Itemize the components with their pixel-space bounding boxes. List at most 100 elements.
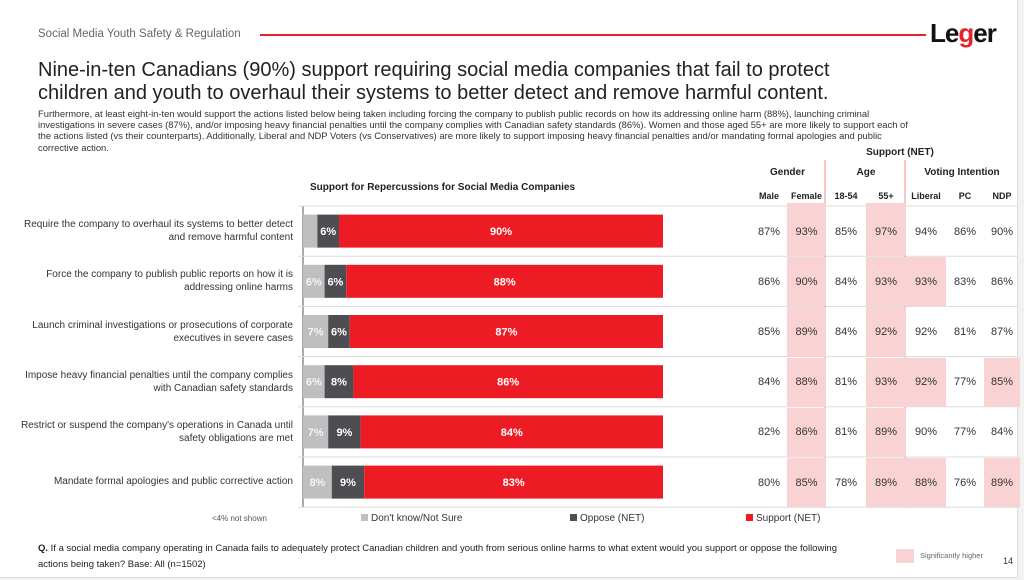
table-cell: 77% <box>953 426 977 439</box>
data-label-support: 88% <box>494 276 516 288</box>
table-cell: 84% <box>757 376 781 389</box>
bar-oppose <box>328 315 350 348</box>
survey-question: Q. If a social media company operating i… <box>38 541 858 573</box>
data-label-dont-know: 6% <box>306 377 322 389</box>
legend-swatch-support <box>746 514 753 521</box>
section-divider <box>260 34 926 36</box>
table-title: Support (NET) <box>866 147 934 158</box>
category-label: Force the company to publish public repo… <box>46 269 293 294</box>
table-cell: 94% <box>914 225 938 238</box>
data-label-support: 83% <box>503 477 525 489</box>
page-number: 14 <box>1003 556 1014 566</box>
data-label-dont-know: 6% <box>306 276 322 288</box>
legend-label: Support (NET) <box>756 513 821 524</box>
bar-oppose <box>324 264 347 298</box>
table-cell: 77% <box>953 376 977 389</box>
category-label: Mandate formal apologies and public corr… <box>53 476 293 488</box>
column-header: 55+ <box>878 191 894 201</box>
table-cell: 90% <box>914 426 938 439</box>
column-header: Female <box>790 191 823 201</box>
column-header: Male <box>758 191 779 201</box>
data-label-oppose: 6% <box>331 327 347 339</box>
bar-dont-know <box>303 315 329 348</box>
bar-support <box>346 264 663 298</box>
bar-oppose <box>324 365 354 399</box>
table-cell: 92% <box>914 325 938 338</box>
table-cell: 85% <box>984 357 1020 407</box>
significance-strip <box>866 203 906 207</box>
hidden-values-note: <4% not shown <box>212 514 267 523</box>
question-prefix: Q. <box>38 543 49 554</box>
table-cell: 78% <box>834 476 858 489</box>
bar-dont-know <box>303 465 332 499</box>
legend-dont-know: Don't know/Not Sure <box>361 513 462 524</box>
table-cell: 92% <box>906 357 946 407</box>
significance-legend: Significantly higher <box>896 549 983 563</box>
bar-support <box>364 465 663 499</box>
table-cell: 93% <box>866 357 906 407</box>
bar-dont-know <box>303 264 325 298</box>
table-cell: 84% <box>834 275 858 288</box>
table-cell: 93% <box>866 257 906 307</box>
significance-swatch <box>896 549 914 563</box>
table-cell: 86% <box>953 225 977 238</box>
legend-label: Don't know/Not Sure <box>371 513 463 524</box>
table-cell: 76% <box>953 476 977 489</box>
legend-support: Support (NET) <box>746 513 820 524</box>
bar-oppose <box>331 465 365 499</box>
significance-strip <box>787 203 826 207</box>
category-label: Require the company to overhaul its syst… <box>23 219 293 244</box>
table-cell: 93% <box>906 257 946 307</box>
table-cell: 90% <box>990 225 1014 238</box>
category-label: Launch criminal investigations or prosec… <box>32 319 293 344</box>
logo-text-end: er <box>973 18 997 48</box>
column-header: PC <box>958 191 972 201</box>
table-cell: 86% <box>787 407 826 457</box>
table-cell: 84% <box>990 426 1014 439</box>
table-cell: 87% <box>990 325 1014 338</box>
data-label-oppose: 6% <box>327 276 343 288</box>
legend-label: Oppose (NET) <box>580 513 645 524</box>
table-cell: 97% <box>866 207 906 257</box>
table-cell: 89% <box>787 307 826 357</box>
table-cell: 88% <box>906 458 946 508</box>
summary-text: Furthermore, at least eight-in-ten would… <box>38 108 908 153</box>
group-header-age: Age <box>856 167 876 178</box>
category-label: Impose heavy financial penalties until t… <box>25 369 293 394</box>
group-header-gender: Gender <box>769 167 805 178</box>
data-label-oppose: 6% <box>320 226 336 238</box>
chart-title: Support for Repercussions for Social Med… <box>310 182 576 193</box>
table-cell: 83% <box>953 275 977 288</box>
leger-logo: Leger <box>930 18 997 49</box>
bar-dont-know <box>303 214 318 248</box>
data-label-oppose: 9% <box>336 427 352 439</box>
table-cell: 92% <box>866 307 906 357</box>
bar-dont-know <box>303 415 329 449</box>
logo-g-mark: g <box>958 18 974 48</box>
column-header: NDP <box>992 191 1012 201</box>
bar-support <box>339 214 663 248</box>
data-label-support: 84% <box>501 427 523 439</box>
data-label-oppose: 9% <box>340 477 356 489</box>
table-cell: 88% <box>787 357 826 407</box>
bar-oppose <box>328 415 361 449</box>
table-cell: 89% <box>984 458 1020 508</box>
data-label-dont-know: 8% <box>309 477 325 489</box>
data-label-support: 87% <box>495 327 517 339</box>
table-cell: 87% <box>757 225 781 238</box>
table-cell: 85% <box>787 458 826 508</box>
legend-oppose: Oppose (NET) <box>570 513 644 524</box>
table-cell: 81% <box>834 426 858 439</box>
section-label: Social Media Youth Safety & Regulation <box>38 28 241 40</box>
table-cell: 81% <box>834 376 858 389</box>
column-header: Liberal <box>911 191 941 201</box>
table-cell: 85% <box>834 225 858 238</box>
bar-oppose <box>317 214 339 248</box>
table-cell: 89% <box>866 407 906 457</box>
table-cell: 90% <box>787 257 826 307</box>
bar-support <box>349 315 663 348</box>
table-cell: 81% <box>953 325 977 338</box>
table-cell: 85% <box>757 325 781 338</box>
